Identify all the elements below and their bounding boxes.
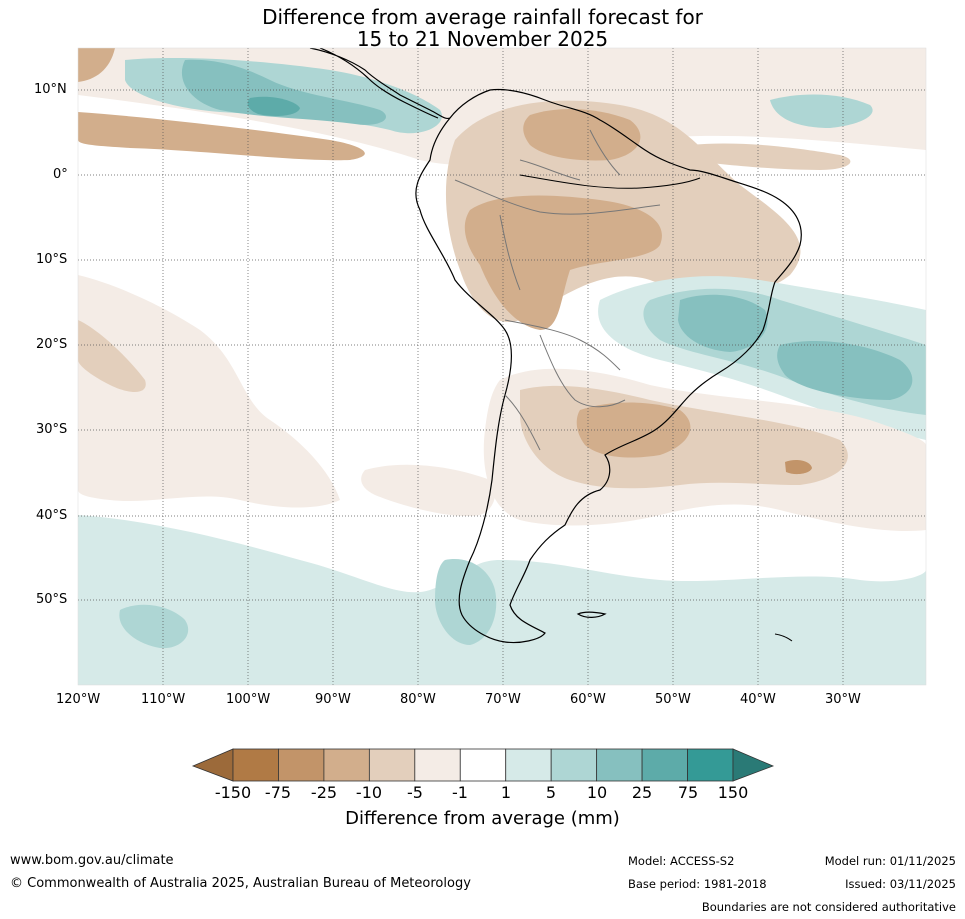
- map-frame: [77, 47, 927, 686]
- anomaly-dry-patch-west: [78, 320, 146, 392]
- colorbar-extend-high: [732, 748, 775, 782]
- colorbar-tick: 150: [717, 783, 749, 802]
- lat-label-10s: 10°S: [36, 252, 68, 267]
- colorbar-tick: 5: [545, 783, 557, 802]
- graticule: [78, 48, 926, 685]
- lon-label-30w: 30°W: [825, 692, 861, 707]
- title-line-2: 15 to 21 November 2025: [356, 27, 609, 51]
- lon-label-80w: 80°W: [400, 692, 436, 707]
- anomaly-dry-amazon-core: [464, 195, 662, 330]
- lat-label-30s: 30°S: [36, 422, 68, 437]
- colorbar-segment: [641, 748, 688, 782]
- title-line-1: Difference from average rainfall forecas…: [262, 5, 703, 29]
- colorbar: [191, 748, 775, 782]
- lon-label-50w: 50°W: [655, 692, 691, 707]
- colorbar-extend-low: [191, 748, 234, 782]
- colorbar-segment: [687, 748, 734, 782]
- colorbar-tick: -25: [310, 783, 338, 802]
- lon-label-40w: 40°W: [740, 692, 776, 707]
- lat-label-10n: 10°N: [34, 82, 67, 97]
- lon-label-70w: 70°W: [485, 692, 521, 707]
- website-link[interactable]: www.bom.gov.au/climate: [10, 853, 174, 868]
- lon-label-100w: 100°W: [226, 692, 271, 707]
- lat-label-40s: 40°S: [36, 508, 68, 523]
- colorbar-segment: [323, 748, 370, 782]
- colorbar-tick: -75: [264, 783, 292, 802]
- colorbar-segment: [414, 748, 461, 782]
- colorbar-segment: [232, 748, 279, 782]
- anomaly-wet-caribbean-core: [181, 59, 386, 125]
- colorbar-tick: 75: [677, 783, 699, 802]
- falkland-islands: [576, 611, 607, 618]
- lon-label-60w: 60°W: [570, 692, 606, 707]
- coastline-central-america: [309, 48, 451, 120]
- anomaly-dry-atlantic-band: [690, 143, 851, 170]
- colorbar-tick: -1: [452, 783, 468, 802]
- anomaly-dry-northwest: [78, 48, 115, 82]
- anomaly-dry-itcz-south: [78, 112, 365, 161]
- south-georgia: [774, 633, 793, 642]
- colorbar-tick: -150: [214, 783, 252, 802]
- issued-text: Issued: 03/11/2025: [845, 877, 956, 891]
- amazon-river: [519, 174, 701, 189]
- anomaly-dry-chile-coast: [361, 464, 496, 516]
- anomaly-dry-south-east-patch: [785, 460, 812, 475]
- lat-label-0: 0°: [53, 167, 68, 182]
- colorbar-title: Difference from average (mm): [345, 808, 620, 829]
- anomaly-wet-atlantic-north: [770, 94, 873, 128]
- colorbar-segment: [368, 748, 416, 782]
- anomaly-dry-east-pacific: [78, 275, 340, 508]
- copyright-text: © Commonwealth of Australia 2025, Austra…: [10, 876, 471, 891]
- anomaly-dry-northeast-core: [523, 108, 641, 161]
- lon-label-90w: 90°W: [315, 692, 351, 707]
- model-text: Model: ACCESS-S2: [628, 854, 735, 868]
- lat-label-20s: 20°S: [36, 337, 68, 352]
- coastline-south-america: [415, 88, 802, 644]
- colorbar-tick: 25: [631, 783, 653, 802]
- anomaly-wet-brazil-core: [678, 294, 768, 352]
- colorbar-tick: 10: [586, 783, 608, 802]
- lon-label-110w: 110°W: [141, 692, 186, 707]
- colorbar-segment: [278, 748, 325, 782]
- colorbar-segment: [550, 748, 598, 782]
- disclaimer-text: Boundaries are not considered authoritat…: [701, 900, 956, 914]
- colorbar-tick: 1: [500, 783, 512, 802]
- country-borders: [454, 129, 661, 451]
- colorbar-segment: [505, 748, 552, 782]
- lat-label-50s: 50°S: [36, 592, 68, 607]
- base-period-text: Base period: 1981-2018: [628, 877, 767, 891]
- colorbar-segment: [596, 748, 643, 782]
- anomaly-wet-patch-sw: [119, 604, 189, 649]
- colorbar-tick: -5: [407, 783, 423, 802]
- anomaly-wet-patagonia: [435, 559, 497, 645]
- model-run-text: Model run: 01/11/2025: [824, 854, 956, 868]
- lon-label-120w: 120°W: [56, 692, 101, 707]
- colorbar-segment: [459, 748, 507, 782]
- anomaly-wet-atlantic-core: [777, 340, 913, 400]
- anomaly-wet-caribbean-peak: [247, 96, 300, 116]
- colorbar-tick: -10: [355, 783, 383, 802]
